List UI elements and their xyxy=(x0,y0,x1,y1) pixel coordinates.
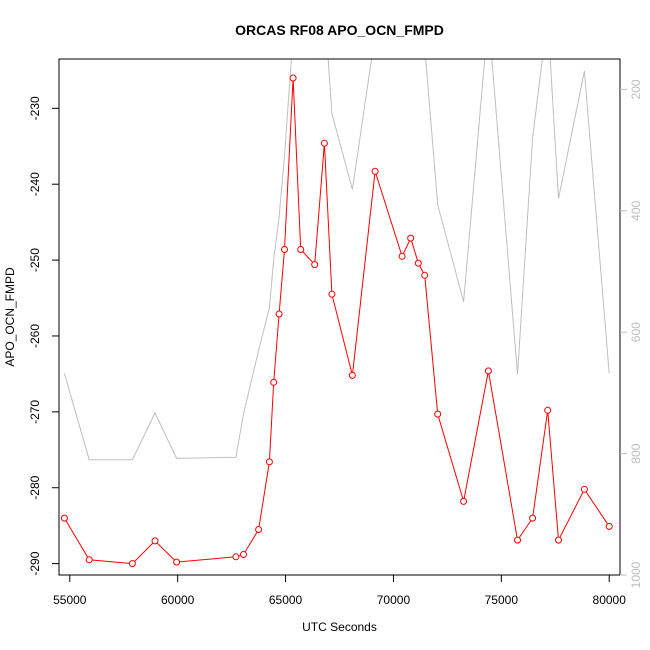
x-tick-label: 70000 xyxy=(377,593,411,607)
primary-series-layer xyxy=(60,74,613,568)
data-point xyxy=(173,558,181,566)
x-tick-label: 80000 xyxy=(593,593,627,607)
data-point xyxy=(255,526,263,533)
y2-axis: 200 400 600 800 1000 xyxy=(620,79,643,588)
data-point xyxy=(398,252,406,260)
data-point xyxy=(580,485,588,493)
data-point xyxy=(605,522,613,530)
data-point xyxy=(60,514,68,522)
data-point xyxy=(434,410,442,418)
secondary-series-line xyxy=(63,59,610,461)
y-tick-label: -290 xyxy=(28,551,42,575)
y-tick-label: -280 xyxy=(28,475,42,499)
data-point xyxy=(544,406,552,414)
x-tick-label: 75000 xyxy=(485,593,519,607)
y-axis: -230 -240 -250 -260 -270 -280 -290 xyxy=(28,96,59,576)
data-point xyxy=(555,536,562,544)
chart-title: ORCAS RF08 APO_OCN_FMPD xyxy=(235,22,444,38)
plot-frame xyxy=(58,58,621,576)
data-point xyxy=(265,458,273,466)
data-point xyxy=(371,167,379,175)
data-point xyxy=(514,536,521,544)
data-point xyxy=(320,139,328,147)
data-point xyxy=(328,290,336,298)
data-point xyxy=(529,514,537,522)
data-point xyxy=(484,367,492,375)
data-point xyxy=(348,371,356,379)
data-point xyxy=(289,74,297,82)
x-axis-label: UTC Seconds xyxy=(302,620,377,634)
data-point xyxy=(297,246,305,253)
data-point xyxy=(281,246,288,253)
y2-tick-label: 200 xyxy=(629,79,643,99)
y-tick-label: -240 xyxy=(28,172,42,196)
y-tick-label: -270 xyxy=(28,400,42,424)
secondary-series-layer xyxy=(63,59,610,461)
data-point xyxy=(85,556,93,564)
y-tick-label: -260 xyxy=(28,324,42,348)
data-point xyxy=(414,259,422,267)
data-point xyxy=(270,378,278,386)
data-point xyxy=(128,560,136,568)
data-point xyxy=(232,553,240,561)
primary-series-line xyxy=(63,77,610,565)
data-point xyxy=(151,537,159,545)
data-point xyxy=(460,497,468,505)
x-tick-label: 60000 xyxy=(161,593,195,607)
data-point xyxy=(275,310,283,318)
data-point xyxy=(421,271,429,279)
y-tick-label: -250 xyxy=(28,248,42,272)
data-point xyxy=(311,261,319,269)
data-point xyxy=(240,551,247,558)
y2-tick-label: 600 xyxy=(629,322,643,342)
x-tick-label: 65000 xyxy=(269,593,303,607)
y2-tick-label: 400 xyxy=(629,200,643,220)
y-tick-label: -230 xyxy=(28,96,42,120)
data-point xyxy=(407,234,415,242)
x-tick-label: 55000 xyxy=(53,593,87,607)
y2-tick-label: 800 xyxy=(629,443,643,463)
y-axis-label: APO_OCN_FMPD xyxy=(3,267,17,367)
y2-tick-label: 1000 xyxy=(629,561,643,588)
x-axis: 55000 60000 65000 70000 75000 80000 xyxy=(53,575,626,607)
